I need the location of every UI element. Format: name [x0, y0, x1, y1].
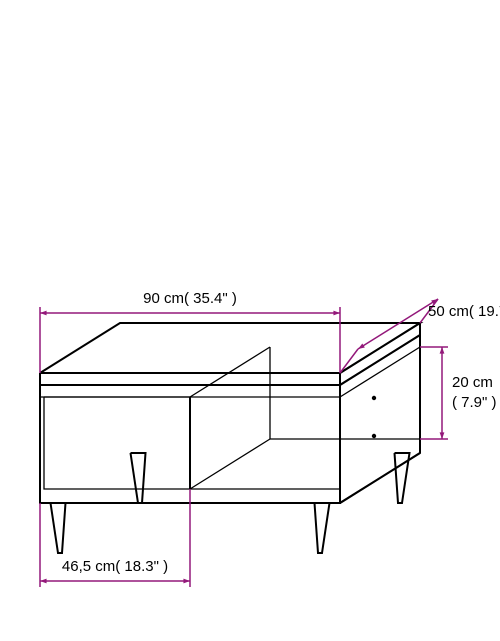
dim-height-cm: 20 cm — [452, 374, 493, 391]
dim-drawer-width-label: 46,5 cm( 18.3" ) — [62, 558, 168, 575]
dim-depth-label: 50 cm( 19.7" ) — [428, 303, 500, 320]
dimension-diagram: 90 cm( 35.4" ) 50 cm( 19.7" ) 20 cm ( 7.9" … — [0, 0, 500, 641]
dim-width-label: 90 cm( 35.4" ) — [143, 290, 237, 307]
dim-height-in: ( 7.9" ) — [452, 394, 497, 411]
